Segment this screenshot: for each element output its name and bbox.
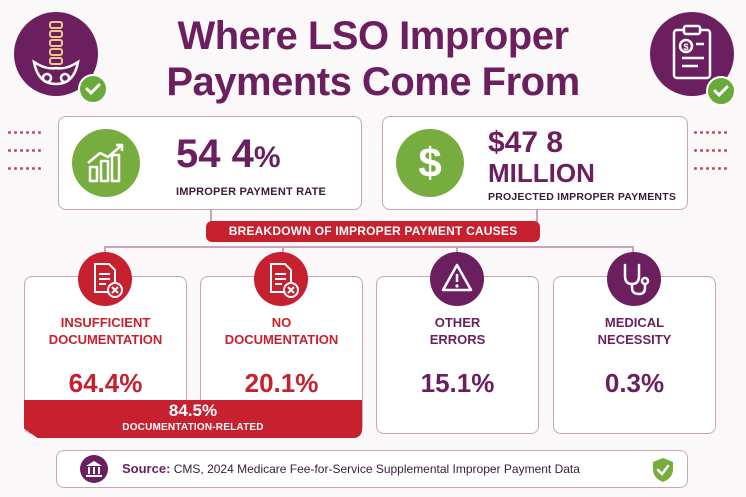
documentation-related-label: DOCUMENTATION-RELATED <box>122 422 264 433</box>
svg-text:$: $ <box>418 139 441 186</box>
svg-text:$: $ <box>683 42 688 52</box>
connector-line <box>104 246 632 248</box>
warning-triangle-icon <box>430 252 484 306</box>
cause-pct-other-errors: 15.1% <box>420 368 495 398</box>
connector-line <box>456 246 458 254</box>
government-building-icon <box>80 455 108 483</box>
bar-chart-growth-icon <box>72 129 140 197</box>
document-x-icon <box>254 252 308 306</box>
cause-title-no-documentation: NO DOCUMENTATION <box>224 315 339 347</box>
dollar-icon: $ <box>396 129 464 197</box>
document-x-icon <box>78 252 132 306</box>
source-citation: CMS, 2024 Medicare Fee-for-Service Suppl… <box>173 462 580 476</box>
title-line-1: Where LSO Improper <box>177 14 569 58</box>
stethoscope-icon <box>607 252 661 306</box>
cause-pct-insufficient: 64.4% <box>68 368 143 398</box>
stat-value-amount: $47 8 <box>488 126 564 159</box>
source-bar <box>56 450 688 488</box>
stat-value-rate: 54 4% <box>176 132 281 176</box>
source-text: Source: CMS, 2024 Medicare Fee-for-Servi… <box>122 461 580 476</box>
check-icon <box>706 76 736 106</box>
stat-value-rate-suffix: % <box>253 141 281 174</box>
spine-pelvis-icon <box>14 12 98 96</box>
stat-label-projected: PROJECTED IMPROPER PAYMENTS <box>488 191 677 203</box>
stat-label-rate: IMPROPER PAYMENT RATE <box>176 186 327 198</box>
cause-title-medical-necessity: MEDICAL NECESSITY <box>597 315 672 347</box>
connector-line <box>104 246 106 254</box>
title-line-2: Payments Come From <box>166 60 580 104</box>
documentation-related-pct: 84.5% <box>168 401 218 420</box>
decorative-dots <box>694 124 738 178</box>
cause-pct-medical-necessity: 0.3% <box>604 368 665 398</box>
connector-line <box>282 246 284 254</box>
source-label: Source: <box>122 461 171 476</box>
cause-title-other-errors: OTHER ERRORS <box>429 315 486 347</box>
connector-line <box>632 246 634 254</box>
documentation-related-bracket <box>24 400 362 438</box>
cause-pct-no-documentation: 20.1% <box>244 368 319 398</box>
shield-check-icon <box>651 457 675 483</box>
cause-title-insufficient: INSUFFICIENT DOCUMENTATION <box>48 315 163 347</box>
stat-value-amount-unit: MILLION <box>488 158 595 188</box>
breakdown-banner: BREAKDOWN OF IMPROPER PAYMENT CAUSES <box>206 221 540 242</box>
decorative-dots <box>8 124 52 178</box>
check-icon <box>78 74 108 104</box>
